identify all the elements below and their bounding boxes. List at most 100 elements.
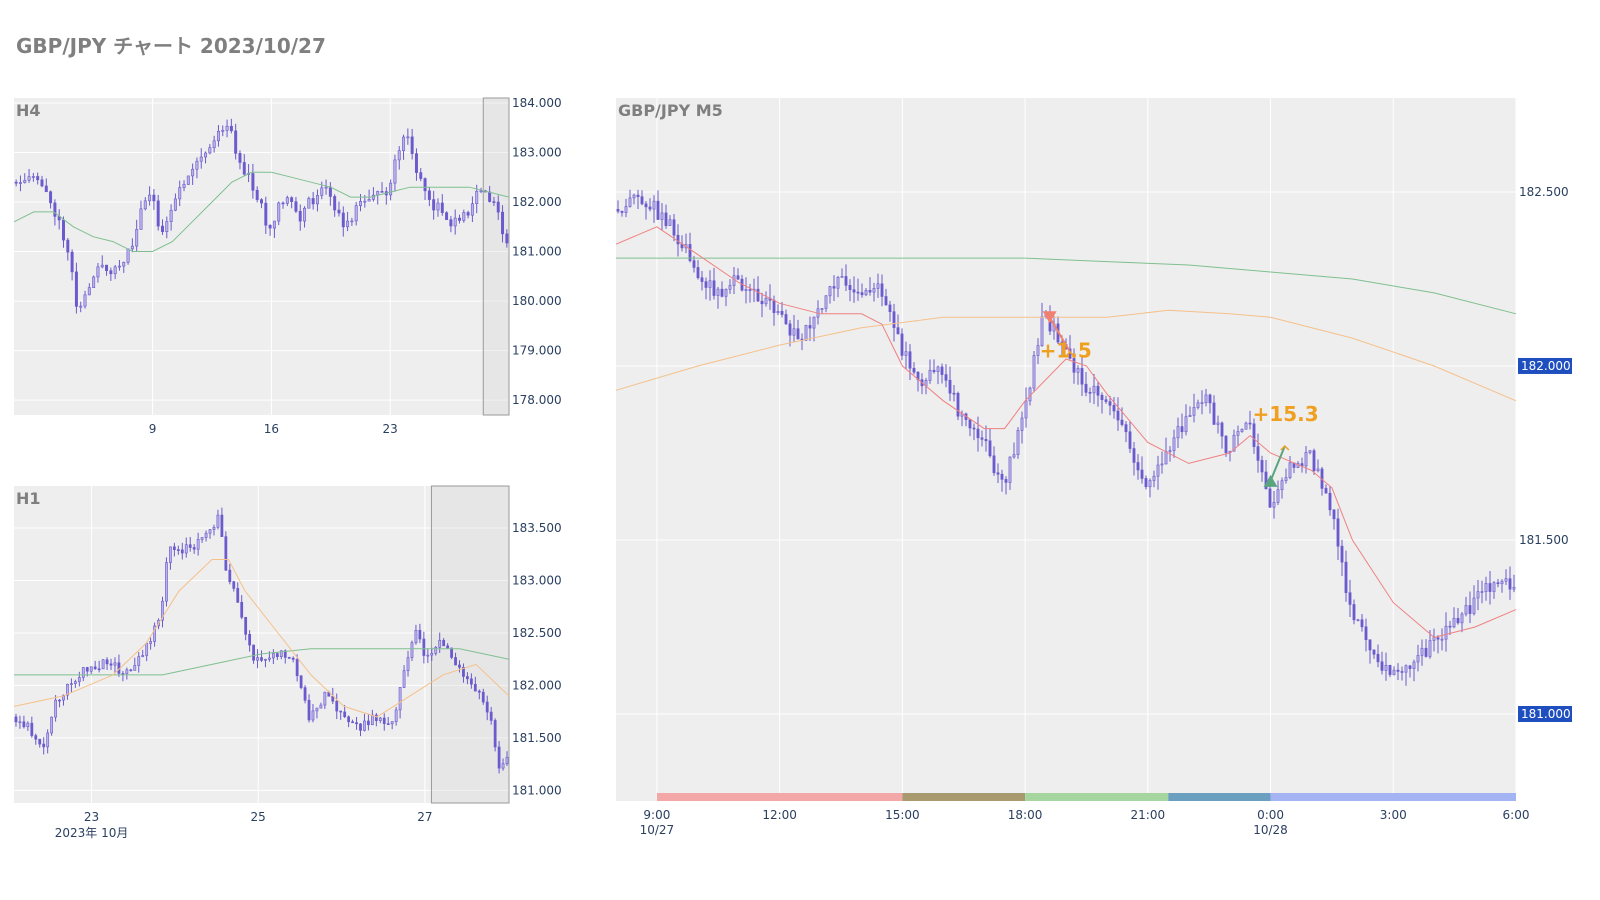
candle [1192, 393, 1196, 423]
x-axis-subtitle: 2023年 10月 [55, 826, 129, 840]
candle-body [137, 656, 141, 666]
candle [664, 204, 668, 229]
plot-area [14, 98, 509, 415]
candle [70, 249, 74, 281]
candle-body [1136, 462, 1140, 471]
candle [888, 300, 892, 322]
candle [1136, 454, 1140, 480]
candle-body [1276, 489, 1280, 503]
candle [1120, 407, 1124, 427]
candle-body [380, 191, 384, 193]
candle-body [700, 277, 704, 282]
candle-body [1268, 488, 1272, 508]
candle-body [1088, 392, 1092, 394]
candle [323, 691, 327, 709]
candle [22, 715, 26, 729]
candle-body [382, 717, 386, 724]
candle [648, 198, 652, 212]
candle-body [1476, 591, 1480, 599]
candle-body [109, 663, 113, 666]
candle-body [370, 714, 374, 726]
candle-body [248, 633, 252, 646]
candle [872, 282, 876, 302]
candle [836, 275, 840, 298]
candle-body [1024, 400, 1028, 419]
candle [1344, 550, 1348, 602]
candle-body [182, 184, 186, 188]
candle-body [54, 699, 57, 718]
candle-body [354, 205, 358, 222]
candle-body [1100, 394, 1104, 401]
candle [458, 214, 461, 224]
candle [149, 637, 153, 650]
candle-body [652, 200, 656, 210]
candle-body [394, 709, 398, 722]
candle-body [1404, 665, 1408, 673]
x-tick-label: 0:00 [1257, 808, 1284, 822]
candle-body [1380, 661, 1384, 671]
candle [1216, 415, 1220, 434]
candle [1140, 456, 1144, 484]
candle-body [1480, 591, 1484, 593]
candle [285, 195, 289, 207]
candle-body [176, 549, 180, 551]
candle [1500, 579, 1504, 593]
candle-body [77, 677, 81, 682]
candle [1152, 470, 1156, 488]
candle-body [1192, 407, 1196, 416]
candle-body [442, 639, 446, 647]
candle-body [341, 212, 345, 228]
candle [672, 213, 676, 242]
x-tick-sublabel: 10/27 [640, 823, 675, 837]
candle-body [501, 211, 505, 235]
candle-body [892, 311, 896, 328]
candle [1108, 395, 1112, 416]
candle-body [1420, 647, 1424, 656]
ma-red-line [615, 226, 1517, 638]
x-tick-label: 23 [84, 810, 99, 824]
price-badge: 181.000 [1518, 705, 1572, 722]
candle [1004, 476, 1008, 495]
candle [287, 656, 291, 659]
candle-body [1164, 451, 1168, 465]
candle-body [42, 743, 46, 748]
candle-body [936, 366, 940, 372]
candle-body [1272, 502, 1276, 508]
candle-body [828, 286, 832, 297]
y-tick-label: 181.500 [512, 731, 562, 745]
candle-body [232, 581, 236, 589]
candle [445, 211, 449, 220]
candle [1352, 599, 1356, 625]
candle-body [1416, 655, 1420, 663]
candle-body [744, 289, 748, 291]
candle [397, 146, 401, 170]
candle [192, 543, 196, 554]
candle-body [760, 300, 764, 305]
candle [1220, 421, 1224, 449]
candle-body [251, 173, 255, 191]
candle [1416, 644, 1420, 672]
ma-orange-line [13, 559, 510, 718]
candle-body [44, 185, 48, 193]
candle [402, 665, 406, 689]
candle [156, 194, 160, 231]
y-tick-label: 183.000 [512, 145, 562, 159]
candle-body [1184, 416, 1188, 433]
candle-body [1256, 446, 1260, 461]
candle-body [22, 721, 26, 728]
candle-body [952, 392, 956, 395]
candle [1244, 421, 1248, 430]
candle-body [712, 280, 716, 296]
x-tick-label: 27 [417, 810, 432, 824]
candle-body [1356, 619, 1360, 622]
buy-marker [1263, 474, 1278, 487]
candle-body [1224, 435, 1228, 453]
x-tick-label: 15:00 [885, 808, 920, 822]
session-band [1270, 793, 1516, 801]
candle-body [311, 198, 315, 205]
candle [788, 319, 792, 347]
candle-body [808, 325, 812, 329]
candle-body [488, 191, 492, 202]
candle [23, 173, 27, 184]
candle-body [1352, 604, 1356, 621]
